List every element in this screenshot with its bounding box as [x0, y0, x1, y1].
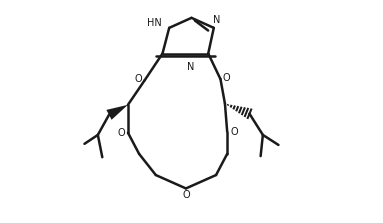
Text: O: O: [135, 74, 142, 84]
Text: O: O: [182, 190, 190, 200]
Text: O: O: [230, 127, 238, 136]
Text: O: O: [223, 74, 231, 83]
Polygon shape: [106, 105, 128, 120]
Text: HN: HN: [147, 19, 161, 28]
Text: N: N: [187, 62, 194, 72]
Text: O: O: [118, 128, 125, 138]
Text: N: N: [213, 15, 220, 25]
